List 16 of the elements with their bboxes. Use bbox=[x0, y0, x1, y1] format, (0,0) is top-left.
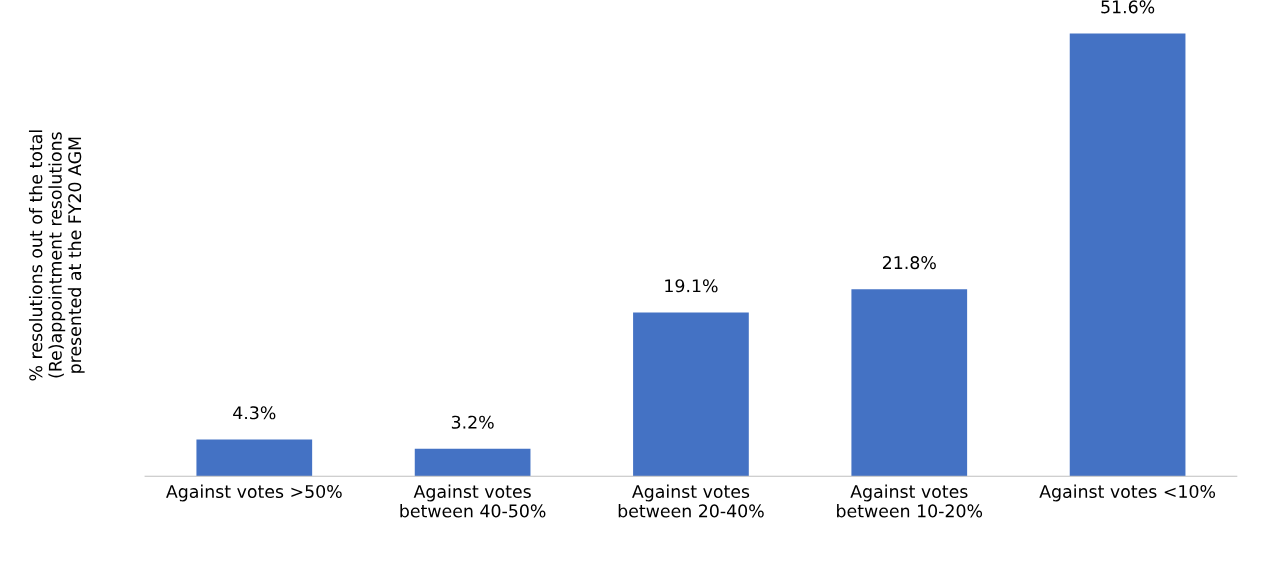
x-tick-label: Against votes between 20-40% bbox=[618, 484, 764, 518]
bar bbox=[633, 312, 749, 477]
bar bbox=[196, 439, 313, 477]
data-label: 51.6% bbox=[1101, 0, 1155, 14]
data-label: 21.8% bbox=[882, 256, 936, 270]
bar bbox=[851, 289, 968, 477]
x-tick-label: Against votes between 10-20% bbox=[837, 484, 983, 518]
x-tick-label: Against votes >50% bbox=[166, 484, 342, 502]
data-label: 19.1% bbox=[665, 279, 718, 293]
bar bbox=[414, 448, 531, 477]
data-label: 3.2% bbox=[451, 415, 494, 429]
bar bbox=[1069, 33, 1186, 477]
y-axis-title: % resolutions out of the total (Re)appointment resolutions presented at the FY20 AGM bbox=[28, 130, 85, 381]
x-tick-label: Against votes <10% bbox=[1039, 484, 1216, 502]
x-tick-label: Against votes between 40-50% bbox=[400, 484, 546, 518]
data-label: 4.3% bbox=[233, 406, 276, 420]
